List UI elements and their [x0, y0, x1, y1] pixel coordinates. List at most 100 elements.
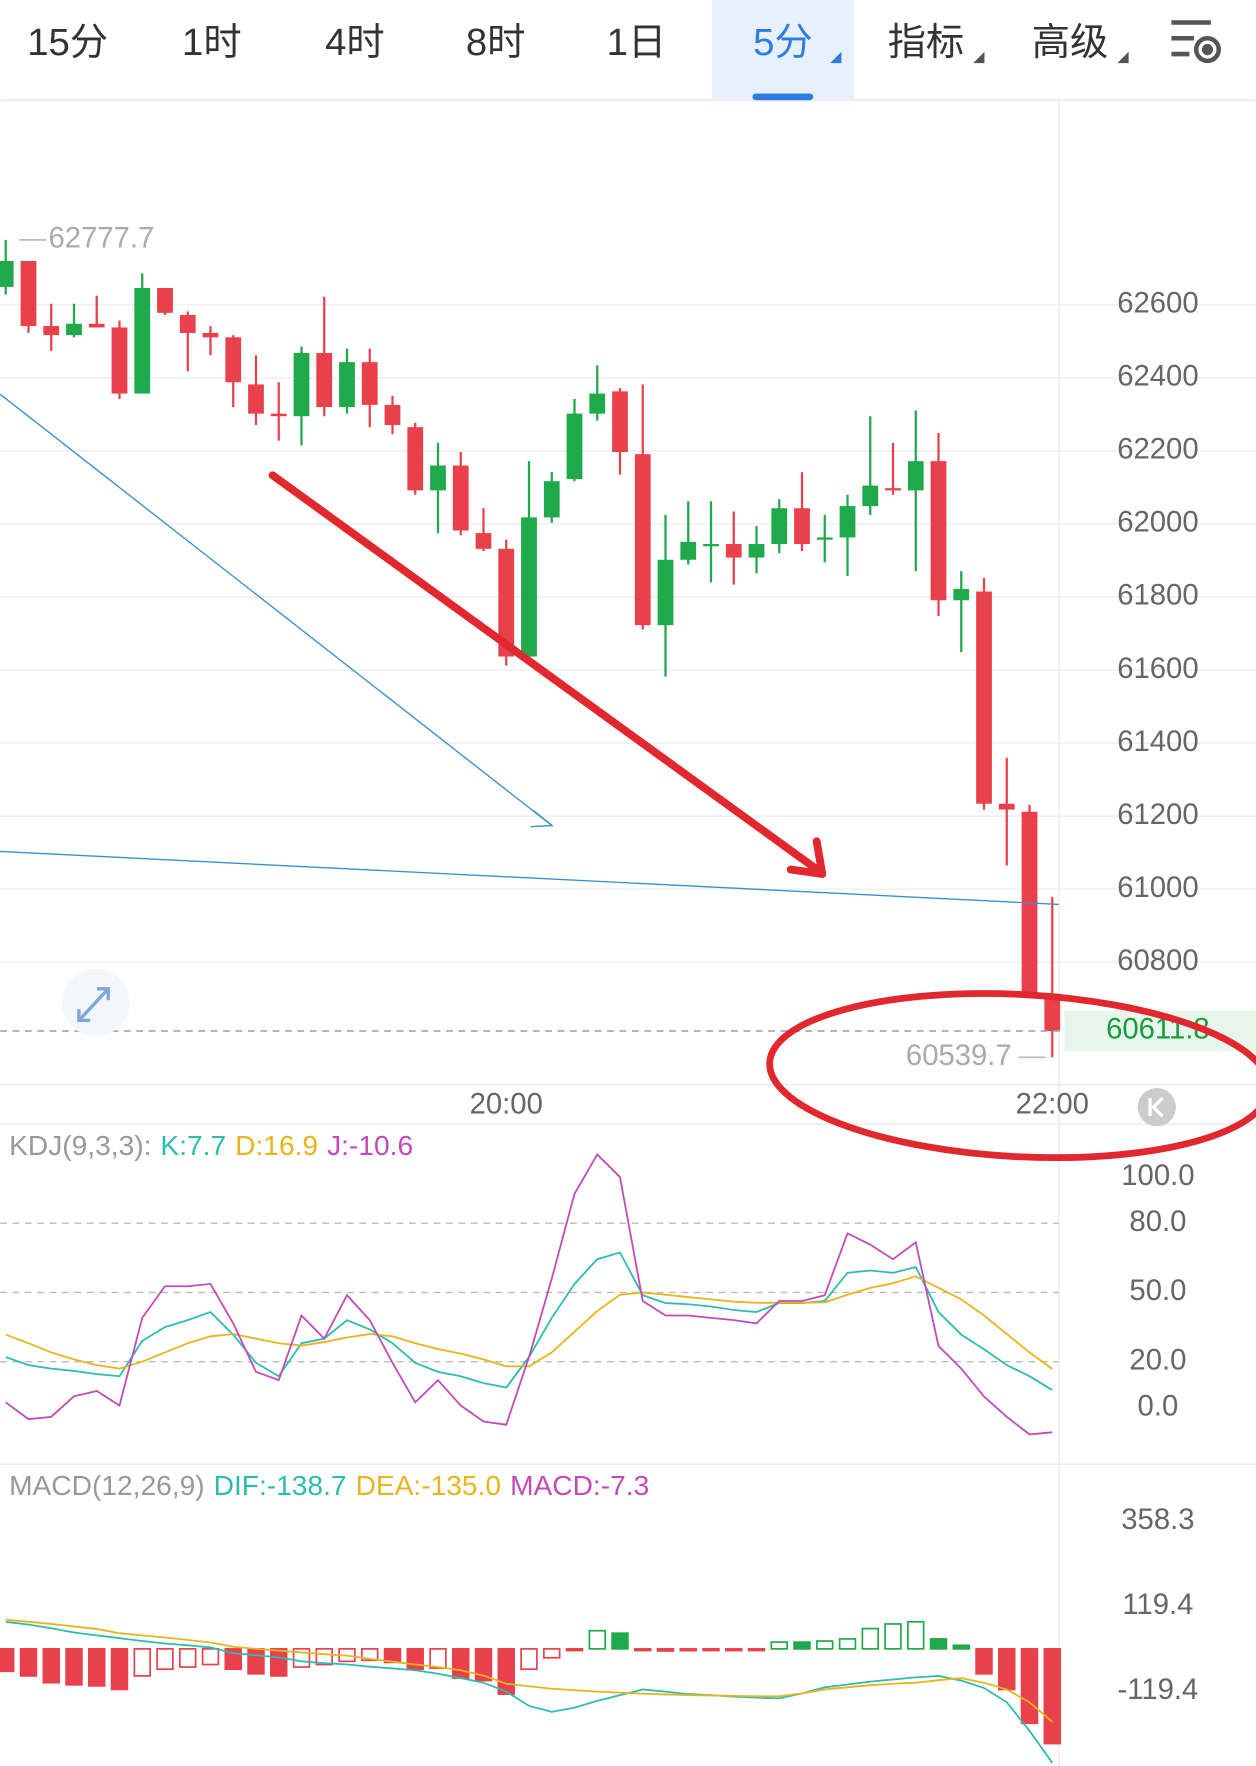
macd-bar: [838, 1638, 857, 1650]
tab-label[interactable]: 5分: [753, 21, 813, 64]
legend-item: D:16.9: [235, 1130, 318, 1161]
macd-bar: [747, 1648, 766, 1652]
candle-body: [885, 488, 901, 491]
candle-body: [748, 544, 765, 558]
legend-item: K:7.7: [160, 1130, 226, 1161]
expand-button[interactable]: [62, 968, 130, 1037]
indicator-line: [5, 1152, 1053, 1436]
macd-bar: [0, 1648, 15, 1673]
y-tick-label: 119.4: [1122, 1588, 1193, 1621]
macd-bar: [998, 1648, 1016, 1691]
legend-item: DIF:-138.7: [214, 1470, 347, 1501]
macd-bar: [361, 1648, 379, 1662]
candle-body: [771, 508, 788, 545]
macd-bar: [497, 1648, 515, 1695]
y-tick-label: 100.0: [1121, 1159, 1194, 1192]
candle-body: [316, 353, 333, 408]
settings-icon[interactable]: [1171, 20, 1221, 64]
macd-bar: [315, 1648, 333, 1666]
candle-body: [270, 413, 287, 417]
candle-body: [384, 404, 401, 425]
tab-selected-bg: [711, 0, 854, 100]
dropdown-caret: [830, 51, 842, 64]
y-tick-label: 62000: [1117, 506, 1198, 539]
tab-label[interactable]: 4时: [325, 21, 385, 64]
candle-body: [839, 506, 856, 538]
candle-body: [498, 548, 515, 657]
macd-bar: [452, 1648, 470, 1679]
y-tick-label: 62600: [1117, 287, 1198, 320]
macd-bar: [110, 1648, 129, 1691]
x-tick-label: 22:00: [1016, 1088, 1089, 1121]
tab-label[interactable]: 15分: [27, 21, 108, 64]
macd-bar: [588, 1629, 606, 1650]
candle-body: [452, 465, 469, 531]
y-tick-label: 61000: [1117, 871, 1198, 904]
y-tick-label: 80.0: [1129, 1205, 1186, 1238]
macd-bar: [543, 1648, 561, 1659]
candle-body: [566, 413, 583, 480]
y-tick-label: 358.3: [1121, 1503, 1194, 1536]
candle-body: [680, 541, 697, 560]
candle-body: [930, 461, 947, 601]
tab-label[interactable]: 8时: [466, 21, 526, 64]
macd-bar: [679, 1648, 697, 1652]
candle-body: [361, 362, 378, 405]
candle-body: [88, 323, 105, 328]
tab-label[interactable]: 1时: [182, 21, 242, 64]
candle-body: [225, 337, 242, 383]
y-tick-label: 0.0: [1138, 1390, 1179, 1423]
legend-item: J:-10.6: [327, 1130, 413, 1161]
candle-body: [20, 260, 37, 326]
candle-body: [202, 332, 219, 338]
candle-body: [157, 288, 173, 313]
candle-body: [43, 325, 60, 336]
candle-body: [657, 559, 674, 626]
y-tick-label: 20.0: [1129, 1343, 1186, 1376]
macd-bar: [929, 1638, 948, 1650]
candle-body: [543, 481, 560, 518]
candle-body: [634, 454, 651, 626]
macd-bar: [201, 1648, 220, 1666]
candle-body: [430, 465, 446, 491]
macd-bar: [247, 1648, 265, 1675]
max-label: 62777.7: [49, 222, 155, 255]
indicator-line: [5, 1618, 1053, 1723]
macd-bar: [156, 1648, 174, 1671]
y-tick-label: -119.4: [1118, 1673, 1199, 1706]
candle-body: [0, 260, 14, 287]
macd-bar: [88, 1648, 106, 1687]
tab-label[interactable]: 高级: [1032, 21, 1109, 64]
indicator-line: [5, 1620, 1054, 1764]
macd-bar: [952, 1644, 970, 1650]
legend-item: DEA:-135.0: [356, 1470, 501, 1501]
macd-bar: [702, 1648, 720, 1652]
annotations: [0, 393, 1256, 1162]
indicator-title: MACD(12,26,9): [9, 1470, 204, 1501]
candle-body: [976, 591, 992, 804]
macd-bar: [793, 1641, 811, 1650]
macd-bar: [429, 1648, 447, 1669]
candle-body: [794, 508, 810, 545]
min-label: 60539.7: [906, 1039, 1012, 1072]
macd-bar: [19, 1648, 38, 1677]
candle-body: [907, 461, 924, 491]
macd-bar: [42, 1648, 60, 1684]
macd-bar: [816, 1640, 834, 1650]
candle-body: [703, 544, 719, 547]
candle-body: [998, 803, 1015, 810]
tab-label[interactable]: 指标: [888, 21, 965, 64]
macd-bar: [611, 1632, 629, 1650]
legend-item: MACD:-7.3: [510, 1470, 649, 1501]
tab-label[interactable]: 1日: [607, 21, 667, 64]
candle-body: [612, 391, 628, 452]
reset-button[interactable]: [1137, 1087, 1176, 1127]
macd-bar: [133, 1648, 151, 1677]
macd-bar: [270, 1648, 288, 1677]
macd-bar: [565, 1648, 584, 1652]
last-price-label: 60611.8: [1106, 1013, 1210, 1046]
macd-bar: [406, 1648, 424, 1671]
